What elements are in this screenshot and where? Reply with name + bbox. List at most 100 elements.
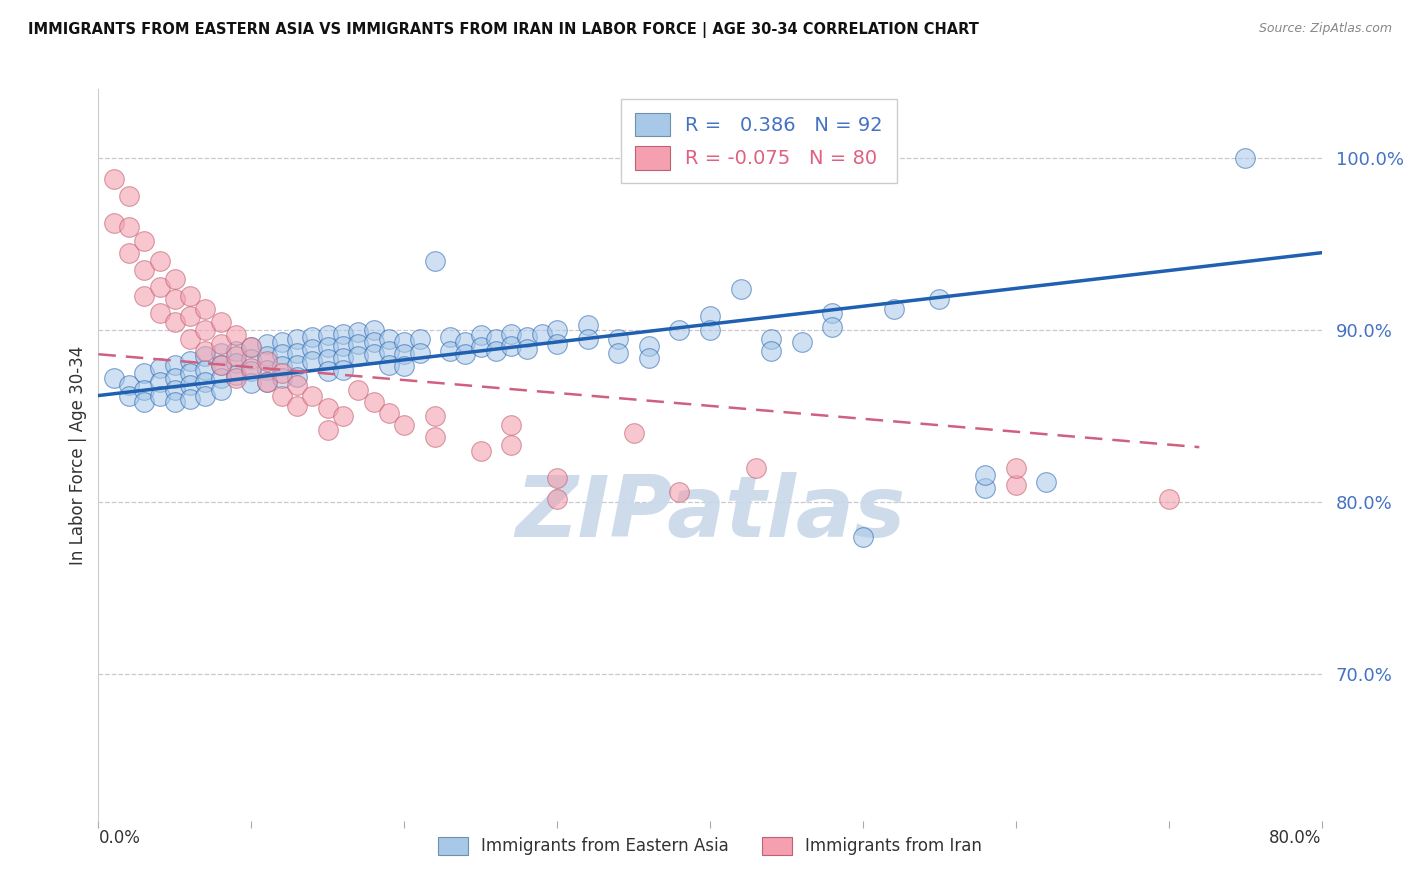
Point bbox=[423, 409, 446, 424]
Point bbox=[134, 289, 156, 303]
Point bbox=[378, 406, 401, 420]
Point bbox=[821, 319, 844, 334]
Point bbox=[163, 271, 186, 285]
Point bbox=[546, 491, 568, 506]
Point bbox=[392, 417, 416, 432]
Point bbox=[378, 358, 401, 372]
Point bbox=[530, 326, 553, 341]
Point bbox=[392, 335, 416, 350]
Point bbox=[454, 335, 477, 350]
Point bbox=[501, 338, 523, 352]
Point bbox=[470, 328, 492, 343]
Point bbox=[301, 342, 323, 356]
Point bbox=[194, 349, 217, 363]
Point bbox=[256, 375, 278, 389]
Point bbox=[118, 189, 141, 203]
Point bbox=[546, 323, 568, 337]
Point bbox=[240, 364, 263, 378]
Point bbox=[316, 340, 339, 354]
Point bbox=[347, 337, 370, 351]
Point bbox=[163, 358, 186, 372]
Point bbox=[439, 330, 461, 344]
Point bbox=[118, 388, 141, 402]
Point bbox=[974, 482, 997, 496]
Point bbox=[118, 219, 141, 234]
Point bbox=[1234, 151, 1257, 165]
Point bbox=[149, 388, 172, 402]
Point bbox=[546, 471, 568, 485]
Point bbox=[316, 352, 339, 367]
Text: IMMIGRANTS FROM EASTERN ASIA VS IMMIGRANTS FROM IRAN IN LABOR FORCE | AGE 30-34 : IMMIGRANTS FROM EASTERN ASIA VS IMMIGRAN… bbox=[28, 22, 979, 38]
Point bbox=[759, 343, 782, 358]
Point bbox=[516, 330, 538, 344]
Point bbox=[134, 366, 156, 380]
Point bbox=[392, 359, 416, 374]
Point bbox=[256, 362, 278, 376]
Point bbox=[240, 361, 263, 376]
Point bbox=[576, 318, 599, 332]
Point bbox=[301, 388, 323, 402]
Point bbox=[103, 371, 125, 385]
Point bbox=[485, 343, 508, 358]
Point bbox=[209, 358, 232, 372]
Point bbox=[790, 335, 813, 350]
Point bbox=[1157, 491, 1180, 506]
Point bbox=[149, 280, 172, 294]
Point bbox=[301, 330, 323, 344]
Point bbox=[179, 392, 201, 406]
Point bbox=[270, 359, 292, 374]
Point bbox=[378, 343, 401, 358]
Point bbox=[730, 282, 752, 296]
Point bbox=[225, 368, 247, 382]
Point bbox=[179, 354, 201, 368]
Point bbox=[332, 409, 354, 424]
Point bbox=[194, 388, 217, 402]
Point bbox=[134, 395, 156, 409]
Point bbox=[194, 323, 217, 337]
Point bbox=[225, 349, 247, 363]
Point bbox=[576, 332, 599, 346]
Point bbox=[408, 345, 430, 359]
Point bbox=[1004, 478, 1026, 492]
Point bbox=[179, 289, 201, 303]
Y-axis label: In Labor Force | Age 30-34: In Labor Force | Age 30-34 bbox=[69, 345, 87, 565]
Point bbox=[501, 417, 523, 432]
Point bbox=[699, 323, 721, 337]
Point bbox=[501, 326, 523, 341]
Text: 80.0%: 80.0% bbox=[1270, 830, 1322, 847]
Point bbox=[668, 323, 690, 337]
Text: ZIPatlas: ZIPatlas bbox=[515, 472, 905, 555]
Point bbox=[928, 292, 950, 306]
Point bbox=[209, 358, 232, 372]
Point bbox=[240, 340, 263, 354]
Point bbox=[332, 351, 354, 365]
Point bbox=[363, 323, 385, 337]
Point bbox=[118, 378, 141, 392]
Point bbox=[301, 354, 323, 368]
Point bbox=[134, 263, 156, 277]
Point bbox=[745, 460, 768, 475]
Point bbox=[347, 325, 370, 339]
Point bbox=[209, 337, 232, 351]
Point bbox=[240, 340, 263, 354]
Point bbox=[316, 328, 339, 343]
Point bbox=[347, 349, 370, 363]
Point bbox=[852, 530, 875, 544]
Point bbox=[470, 340, 492, 354]
Point bbox=[103, 216, 125, 230]
Point bbox=[1004, 460, 1026, 475]
Point bbox=[163, 314, 186, 328]
Point bbox=[332, 338, 354, 352]
Point bbox=[607, 332, 630, 346]
Point bbox=[240, 376, 263, 391]
Point bbox=[118, 245, 141, 260]
Point bbox=[285, 332, 308, 346]
Point bbox=[225, 356, 247, 370]
Point bbox=[363, 335, 385, 350]
Point bbox=[149, 254, 172, 268]
Point bbox=[607, 345, 630, 359]
Point bbox=[637, 351, 661, 365]
Point bbox=[392, 347, 416, 361]
Point bbox=[759, 332, 782, 346]
Point bbox=[209, 314, 232, 328]
